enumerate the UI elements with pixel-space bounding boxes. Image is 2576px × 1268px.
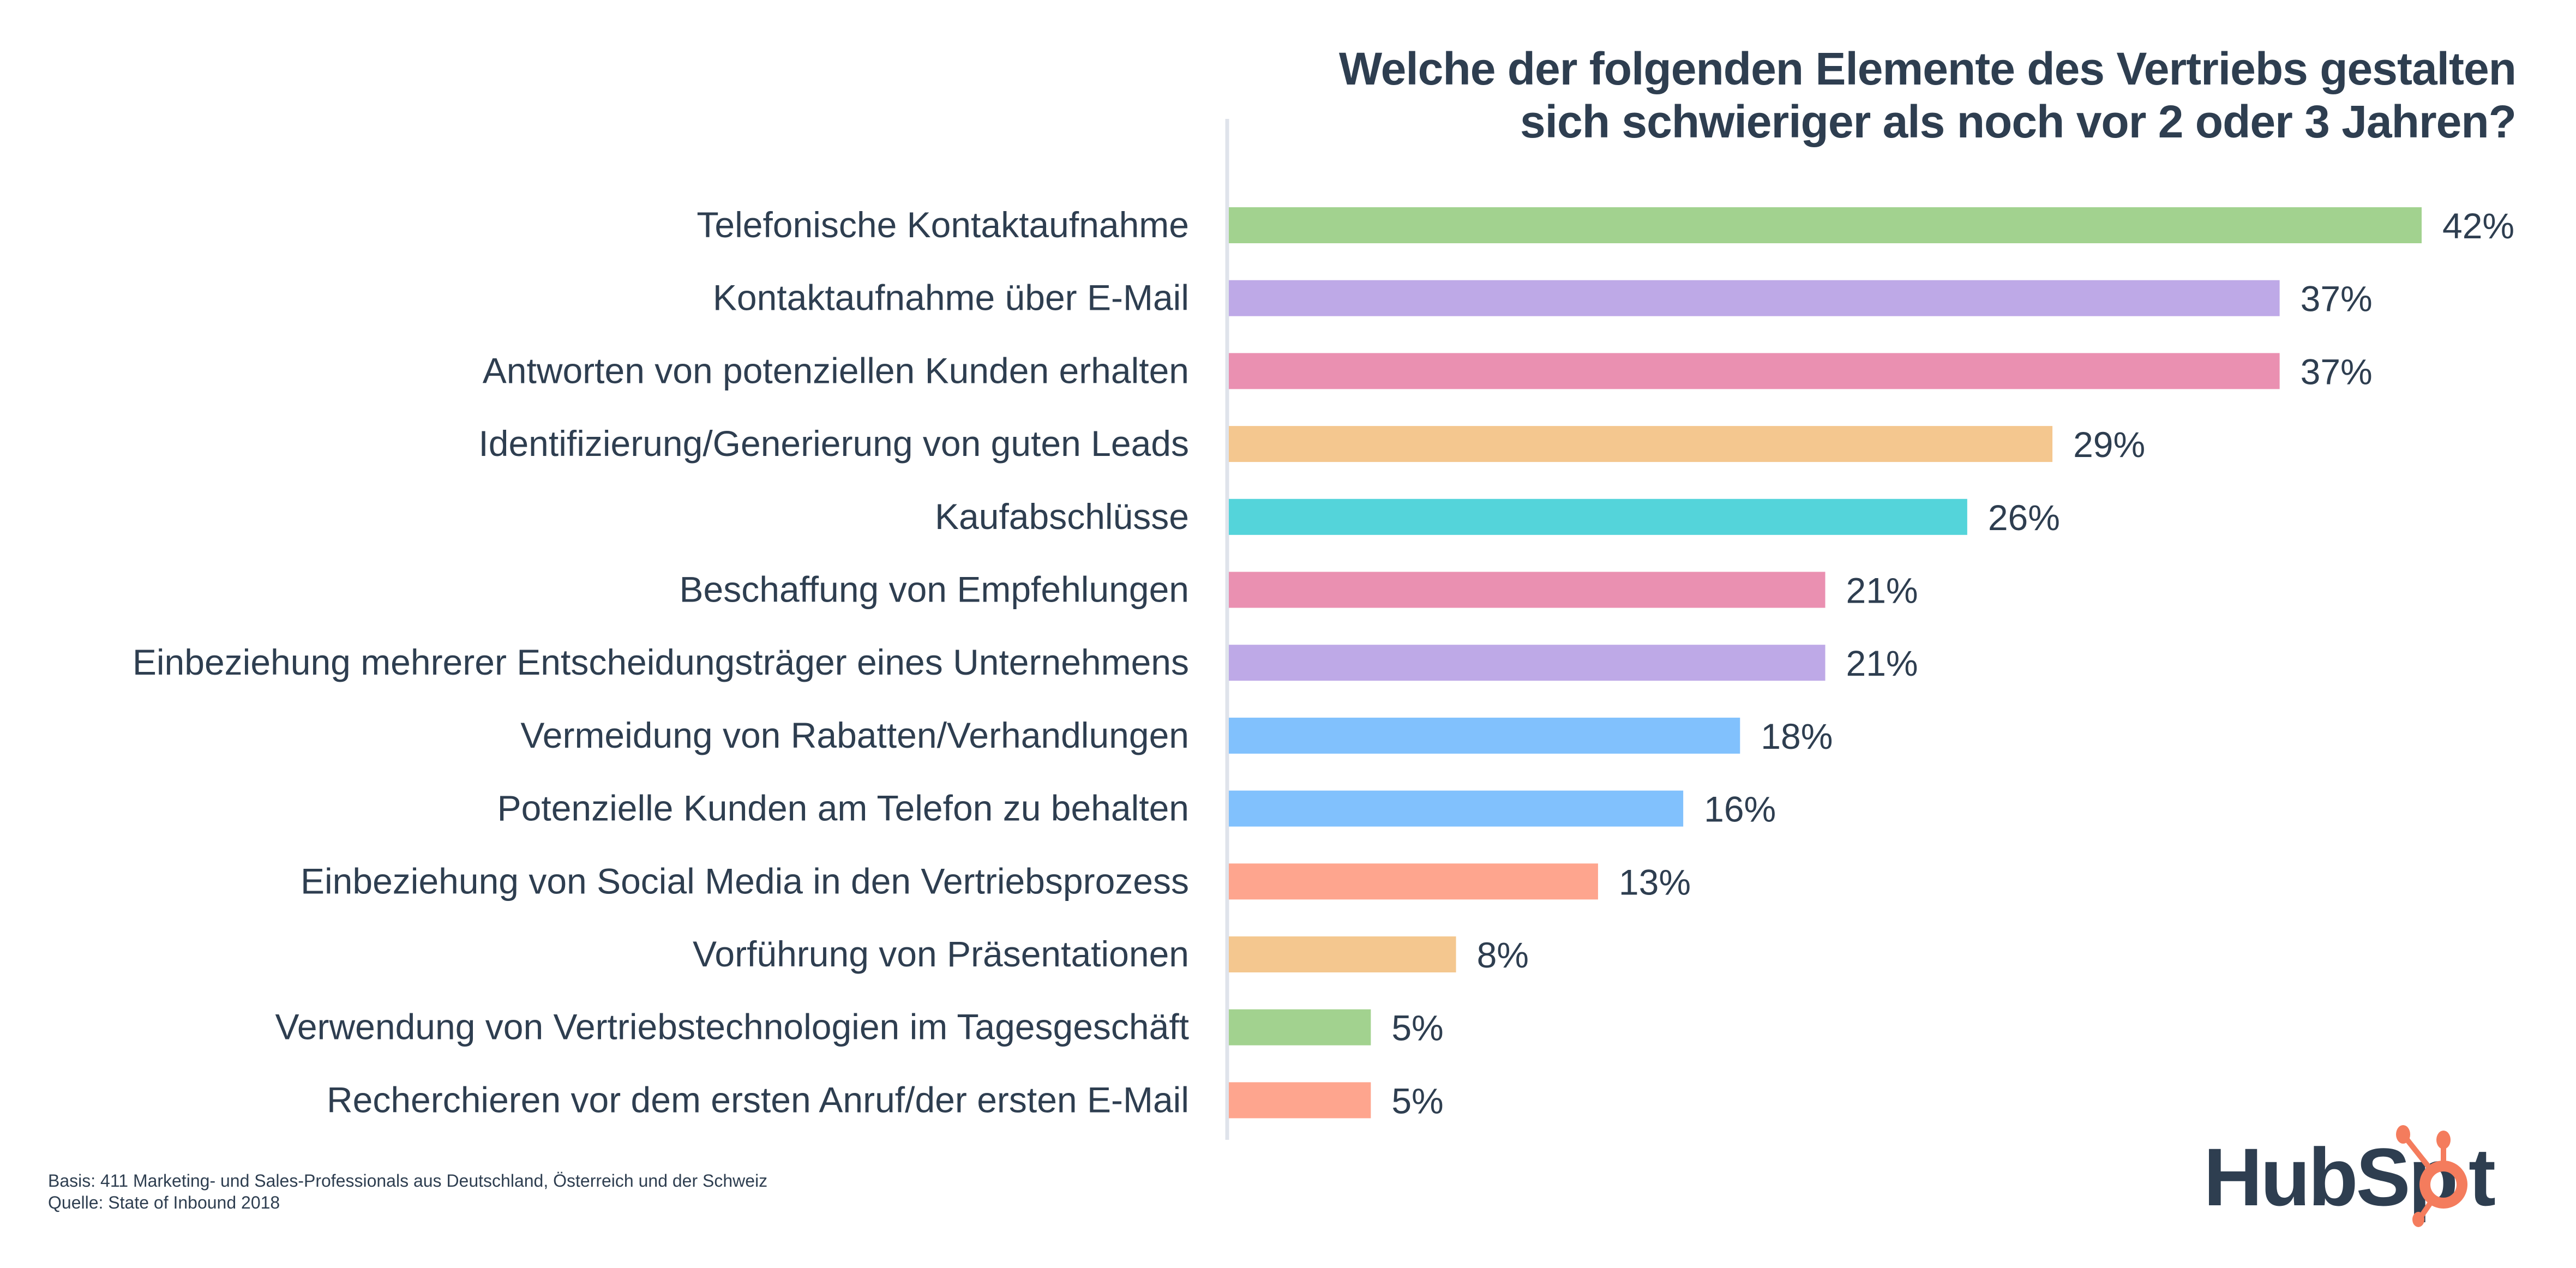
bar	[1229, 1082, 1371, 1119]
category-label: Identifizierung/Generierung von guten Le…	[478, 423, 1189, 464]
hubspot-logo: HubSp t	[2203, 1125, 2496, 1227]
bar	[1229, 572, 1826, 608]
footnote-source: Quelle: State of Inbound 2018	[48, 1193, 280, 1212]
value-label: 5%	[1391, 1008, 1443, 1048]
bar	[1229, 645, 1826, 681]
bar	[1229, 280, 2280, 316]
footnote: Basis: 411 Marketing- und Sales-Professi…	[48, 1170, 767, 1213]
category-label: Vorführung von Präsentationen	[693, 934, 1189, 974]
bar	[1229, 207, 2422, 243]
sprocket-icon	[2396, 1125, 2467, 1227]
value-label: 8%	[1477, 935, 1529, 975]
category-label: Einbeziehung von Social Media in den Ver…	[301, 861, 1189, 901]
value-label: 42%	[2442, 206, 2514, 246]
value-label: 13%	[1619, 862, 1691, 902]
value-label: 16%	[1704, 789, 1776, 830]
value-label: 37%	[2301, 279, 2373, 319]
value-label: 29%	[2073, 424, 2145, 465]
category-label: Recherchieren vor dem ersten Anruf/der e…	[327, 1079, 1189, 1120]
category-label: Potenzielle Kunden am Telefon zu behalte…	[497, 788, 1189, 828]
category-label: Einbeziehung mehrerer Entscheidungsträge…	[133, 642, 1189, 682]
value-label: 26%	[1988, 497, 2060, 538]
bar	[1229, 863, 1598, 900]
bars-group: Telefonische Kontaktaufnahme 42% Kontaktau…	[133, 205, 2514, 1121]
bar	[1229, 426, 2053, 462]
chart-title: Welche der folgenden Elemente des Vertri…	[1338, 43, 2517, 148]
bar	[1229, 1009, 1371, 1045]
category-label: Telefonische Kontaktaufnahme	[696, 205, 1189, 245]
footnote-basis: Basis: 411 Marketing- und Sales-Professi…	[48, 1171, 768, 1191]
category-label: Vermeidung von Rabatten/Verhandlungen	[520, 715, 1189, 755]
value-label: 5%	[1391, 1080, 1443, 1121]
value-label: 18%	[1761, 716, 1833, 756]
chart-title-line-2: sich schwieriger als noch vor 2 oder 3 J…	[1520, 96, 2517, 147]
value-label: 37%	[2301, 351, 2373, 392]
bar	[1229, 717, 1740, 754]
bar	[1229, 790, 1684, 827]
hubspot-logo-text-end: t	[2469, 1131, 2496, 1223]
category-label: Kaufabschlüsse	[935, 496, 1189, 537]
value-label: 21%	[1846, 570, 1918, 611]
category-label: Beschaffung von Empfehlungen	[680, 569, 1189, 610]
category-label: Verwendung von Vertriebstechnologien im …	[275, 1007, 1189, 1047]
bar	[1229, 936, 1456, 972]
value-label: 21%	[1846, 643, 1918, 683]
bar	[1229, 353, 2280, 389]
hubspot-logo-text: HubSp	[2203, 1131, 2456, 1223]
chart-title-line-1: Welche der folgenden Elemente des Vertri…	[1338, 43, 2517, 94]
bar	[1229, 498, 1967, 535]
category-label: Kontaktaufnahme über E-Mail	[713, 278, 1189, 318]
category-label: Antworten von potenziellen Kunden erhalt…	[483, 350, 1189, 390]
